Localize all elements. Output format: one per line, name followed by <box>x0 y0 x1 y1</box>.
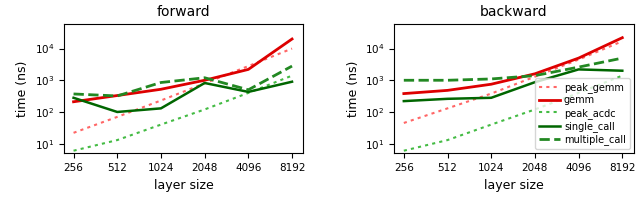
gemm <box>201 79 209 81</box>
single_call <box>444 98 451 100</box>
multiple_call <box>288 65 296 67</box>
peak_acdc <box>113 139 121 141</box>
single_call <box>157 107 164 110</box>
single_call <box>70 97 77 99</box>
multiple_call <box>531 74 539 77</box>
gemm <box>244 68 252 71</box>
peak_gemm <box>488 92 495 95</box>
multiple_call <box>70 93 77 95</box>
multiple_call <box>400 79 408 81</box>
gemm <box>113 94 121 97</box>
Line: single_call: single_call <box>404 69 622 101</box>
peak_acdc <box>201 108 209 111</box>
multiple_call <box>618 57 626 59</box>
single_call <box>575 68 582 71</box>
peak_acdc <box>444 139 451 141</box>
single_call <box>531 81 539 83</box>
gemm <box>575 57 582 59</box>
peak_acdc <box>618 74 626 77</box>
gemm <box>488 83 495 85</box>
gemm <box>618 36 626 39</box>
X-axis label: layer size: layer size <box>484 179 544 191</box>
peak_gemm <box>444 107 451 110</box>
peak_acdc <box>70 149 77 152</box>
single_call <box>201 82 209 84</box>
Y-axis label: time (ns): time (ns) <box>346 60 360 117</box>
Title: backward: backward <box>480 5 548 19</box>
Line: single_call: single_call <box>74 82 292 112</box>
gemm <box>400 92 408 95</box>
gemm <box>531 73 539 75</box>
Line: peak_gemm: peak_gemm <box>404 41 622 123</box>
Line: multiple_call: multiple_call <box>404 58 622 80</box>
single_call <box>400 100 408 102</box>
multiple_call <box>488 78 495 80</box>
Title: forward: forward <box>157 5 211 19</box>
peak_acdc <box>288 74 296 77</box>
Line: peak_gemm: peak_gemm <box>74 49 292 133</box>
peak_acdc <box>488 123 495 126</box>
peak_gemm <box>288 47 296 50</box>
single_call <box>288 81 296 83</box>
gemm <box>70 100 77 103</box>
multiple_call <box>201 77 209 79</box>
peak_gemm <box>618 40 626 42</box>
peak_gemm <box>70 132 77 134</box>
peak_acdc <box>575 92 582 94</box>
Line: peak_acdc: peak_acdc <box>404 76 622 151</box>
multiple_call <box>113 95 121 97</box>
X-axis label: layer size: layer size <box>154 179 214 191</box>
single_call <box>113 111 121 113</box>
peak_acdc <box>244 92 252 94</box>
peak_gemm <box>400 122 408 124</box>
multiple_call <box>575 66 582 68</box>
Line: multiple_call: multiple_call <box>74 66 292 96</box>
peak_gemm <box>113 116 121 118</box>
peak_acdc <box>400 149 408 152</box>
multiple_call <box>244 89 252 91</box>
gemm <box>157 88 164 91</box>
multiple_call <box>444 79 451 81</box>
gemm <box>444 89 451 92</box>
Line: gemm: gemm <box>404 38 622 94</box>
peak_gemm <box>244 65 252 67</box>
peak_gemm <box>201 82 209 85</box>
peak_gemm <box>157 99 164 102</box>
Legend: peak_gemm, gemm, peak_acdc, single_call, multiple_call: peak_gemm, gemm, peak_acdc, single_call,… <box>535 78 630 149</box>
Line: peak_acdc: peak_acdc <box>74 76 292 151</box>
peak_acdc <box>531 108 539 111</box>
gemm <box>288 38 296 40</box>
peak_gemm <box>531 75 539 78</box>
single_call <box>244 91 252 93</box>
Y-axis label: time (ns): time (ns) <box>16 60 29 117</box>
single_call <box>488 97 495 99</box>
single_call <box>618 69 626 72</box>
multiple_call <box>157 81 164 84</box>
Line: gemm: gemm <box>74 39 292 102</box>
peak_acdc <box>157 123 164 126</box>
peak_gemm <box>575 58 582 61</box>
